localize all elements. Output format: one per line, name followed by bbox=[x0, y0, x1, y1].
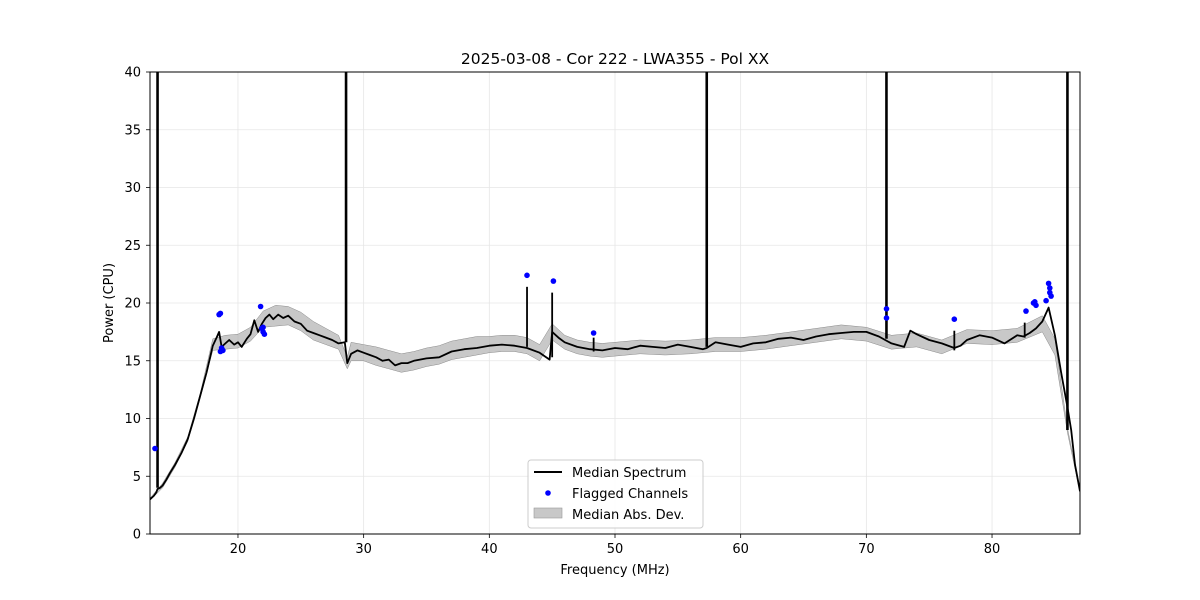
y-tick-label: 25 bbox=[124, 239, 141, 254]
flagged-channel-point bbox=[1047, 285, 1053, 291]
y-tick-label: 10 bbox=[124, 412, 141, 427]
x-tick-label: 30 bbox=[355, 542, 372, 557]
x-tick-label: 50 bbox=[607, 542, 624, 557]
flagged-channel-point bbox=[883, 306, 890, 312]
flagged-channel-point bbox=[883, 315, 890, 321]
chart-title: 2025-03-08 - Cor 222 - LWA355 - Pol XX bbox=[461, 50, 770, 68]
flagged-channel-point bbox=[1043, 297, 1049, 304]
y-tick-label: 35 bbox=[124, 123, 141, 138]
y-tick-label: 5 bbox=[133, 470, 141, 485]
flagged-channel-point bbox=[217, 310, 224, 317]
flagged-channel-point bbox=[152, 445, 158, 452]
plot-area bbox=[150, 72, 1080, 501]
flagged-channel-point bbox=[261, 331, 268, 338]
legend-box bbox=[527, 459, 704, 529]
flagged-channel-point bbox=[951, 316, 958, 323]
flagged-channel-point bbox=[220, 347, 226, 354]
flagged-channel-point bbox=[1023, 308, 1029, 314]
x-tick-label: 80 bbox=[984, 542, 1001, 557]
x-tick-label: 40 bbox=[481, 542, 498, 557]
x-tick-label: 20 bbox=[230, 542, 247, 557]
flagged-channel-point bbox=[524, 272, 530, 279]
x-tick-label: 70 bbox=[858, 542, 875, 557]
flagged-channel-point bbox=[260, 324, 266, 331]
legend-band-swatch bbox=[533, 507, 563, 519]
flagged-channel-point bbox=[550, 278, 557, 284]
y-tick-label: 20 bbox=[124, 297, 141, 312]
flagged-channel-point bbox=[590, 330, 597, 336]
flagged-channel-point bbox=[257, 303, 264, 310]
x-axis-title: Frequency (MHz) bbox=[560, 563, 669, 578]
mad-band bbox=[150, 305, 1080, 501]
tick-layer: 20 30 40 50 60 70 80 0 5 10 15 20 25 30 35 40 bbox=[124, 66, 1000, 558]
legend-dot-swatch bbox=[545, 490, 551, 496]
y-tick-label: 30 bbox=[124, 181, 141, 196]
legend-label-median-abs-dev: Median Abs. Dev. bbox=[572, 508, 684, 523]
legend-label-median-spectrum: Median Spectrum bbox=[572, 466, 686, 481]
legend: Median Spectrum Flagged Channels Median … bbox=[527, 459, 704, 529]
y-axis-title: Power (CPU) bbox=[102, 263, 117, 343]
y-tick-label: 0 bbox=[133, 528, 141, 543]
flagged-channel-point bbox=[1045, 280, 1052, 287]
y-tick-label: 15 bbox=[124, 354, 141, 369]
flagged-channel-point bbox=[1048, 293, 1054, 299]
legend-label-flagged-channels: Flagged Channels bbox=[572, 487, 688, 502]
plot-layer bbox=[150, 72, 1080, 501]
flagged-channel-point bbox=[1033, 302, 1039, 309]
median-spectrum-line bbox=[150, 306, 1080, 501]
x-tick-label: 60 bbox=[732, 542, 749, 557]
y-tick-label: 40 bbox=[124, 66, 141, 81]
